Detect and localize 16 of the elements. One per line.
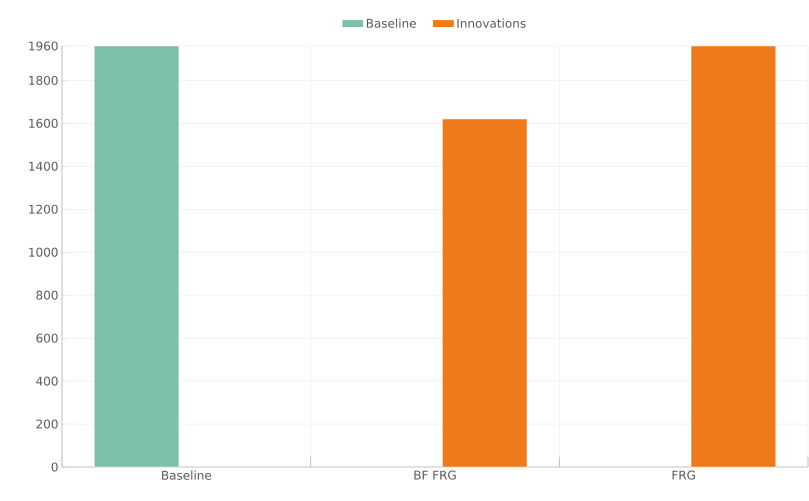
y-tick-label: 1600 (29, 118, 58, 128)
y-tick-label: 400 (36, 376, 58, 386)
y-tick-label: 1960 (29, 41, 58, 51)
y-tick-label: 1000 (29, 248, 58, 257)
y-tick-label: 1400 (29, 162, 58, 171)
y-tick-label: 1200 (29, 204, 58, 214)
x-tick-label: Baseline (162, 470, 212, 480)
x-tick-label: BF FRG (414, 470, 456, 480)
y-tick-label: 800 (36, 290, 58, 300)
y-tick-label: 1800 (29, 76, 58, 85)
y-tick-label: 0 (52, 462, 58, 472)
legend-label: Baseline (366, 18, 416, 28)
legend-label: Innovations (457, 18, 526, 28)
x-tick-label: FRG (672, 470, 695, 480)
y-tick-label: 200 (36, 420, 58, 429)
y-tick-label: 600 (36, 334, 58, 343)
